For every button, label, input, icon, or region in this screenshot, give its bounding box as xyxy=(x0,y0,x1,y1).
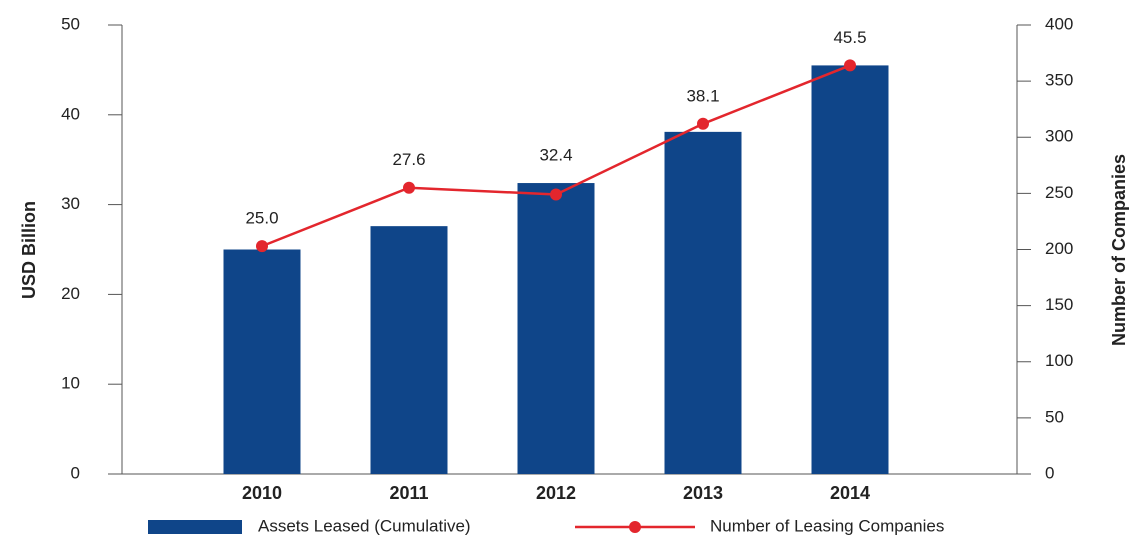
line-marker xyxy=(550,188,562,201)
y2-tick-label: 150 xyxy=(1045,295,1073,314)
bar xyxy=(811,65,889,474)
data-label: 27.6 xyxy=(392,150,425,169)
y-tick-label: 40 xyxy=(61,104,80,123)
y2-tick-label: 200 xyxy=(1045,239,1073,258)
data-label: 32.4 xyxy=(539,146,572,165)
line-marker xyxy=(256,240,268,253)
y2-tick-label: 100 xyxy=(1045,351,1073,370)
y2-tick-label: 400 xyxy=(1045,14,1073,33)
y2-tick-label: 250 xyxy=(1045,183,1073,202)
x-tick-label: 2013 xyxy=(683,483,723,503)
data-label: 45.5 xyxy=(833,28,866,47)
y2-axis-title: Number of Companies xyxy=(1109,154,1129,346)
y-axis-title: USD Billion xyxy=(19,201,39,299)
legend-label: Number of Leasing Companies xyxy=(710,516,944,535)
y-tick-label: 20 xyxy=(61,284,80,303)
data-label: 38.1 xyxy=(686,86,719,105)
bar xyxy=(370,226,448,474)
data-label: 25.0 xyxy=(245,209,278,228)
x-tick-label: 2011 xyxy=(389,483,428,503)
y2-tick-label: 50 xyxy=(1045,407,1064,426)
line-marker xyxy=(403,181,415,194)
x-tick-label: 2010 xyxy=(242,483,282,503)
line-marker xyxy=(697,117,709,130)
y2-tick-label: 350 xyxy=(1045,71,1073,90)
y-tick-label: 0 xyxy=(71,463,80,482)
bar xyxy=(223,249,301,474)
y-tick-label: 30 xyxy=(61,194,80,213)
legend-label: Assets Leased (Cumulative) xyxy=(258,516,471,535)
legend-marker xyxy=(629,521,641,533)
bar xyxy=(517,183,595,474)
line-marker xyxy=(844,59,856,72)
bar xyxy=(664,131,742,474)
legend-swatch xyxy=(148,520,242,534)
y-tick-label: 10 xyxy=(61,374,80,393)
y2-tick-label: 0 xyxy=(1045,463,1054,482)
y2-tick-label: 300 xyxy=(1045,127,1073,146)
y-tick-label: 50 xyxy=(61,14,80,33)
x-tick-label: 2012 xyxy=(536,483,576,503)
x-tick-label: 2014 xyxy=(830,483,870,503)
